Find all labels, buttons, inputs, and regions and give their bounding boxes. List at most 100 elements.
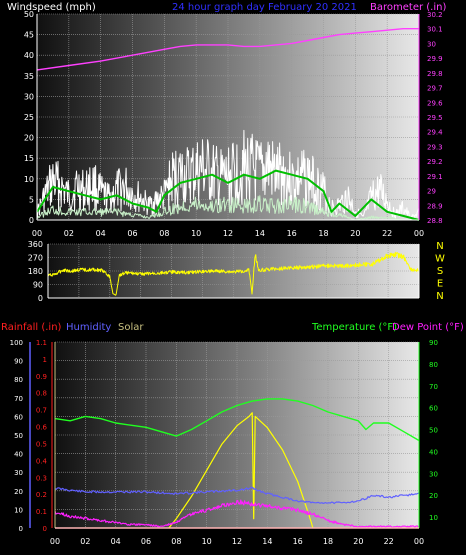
tick-labels: 0510152025303540455028.828.92929.129.229… — [10, 10, 445, 546]
solar-axis-label: Solar — [118, 322, 144, 333]
wind-x-tick-label: 14 — [255, 229, 265, 238]
barometer-y-tick-label: 30 — [427, 40, 436, 48]
wind-x-tick-label: 00 — [32, 229, 42, 238]
temp-x-tick-label: 00 — [414, 537, 424, 546]
wind-average-line — [36, 169, 420, 221]
direction-y-tick-label: 270 — [28, 254, 43, 263]
temp-x-tick-label: 06 — [141, 537, 151, 546]
wind-x-tick-label: 12 — [223, 229, 233, 238]
wind-x-tick-label: 06 — [127, 229, 137, 238]
dewpoint-line — [54, 499, 419, 528]
rain-tick-label: 0.9 — [36, 373, 47, 381]
wind-y-tick-label: 40 — [24, 51, 34, 60]
rain-tick-label: 0.8 — [36, 390, 47, 398]
wind-gust-line — [36, 129, 420, 220]
direction-y-tick-label: 0 — [38, 294, 43, 303]
temperature-tick-label: 60 — [429, 405, 438, 413]
barometer-y-tick-label: 29.1 — [427, 173, 443, 181]
temperature-tick-label: 50 — [429, 427, 438, 435]
rain-tick-label: 0.4 — [36, 457, 48, 465]
wind-y-tick-label: 20 — [24, 134, 34, 143]
dewpoint-axis-label: Dew Point (°F) — [392, 322, 464, 333]
wind-x-tick-label: 18 — [318, 229, 328, 238]
wind-x-tick-label: 10 — [191, 229, 201, 238]
temperature-tick-label: 20 — [429, 492, 438, 500]
rain-tick-label: 0.1 — [36, 508, 47, 516]
temperature-tick-label: 10 — [429, 514, 438, 522]
humidity-axis-label: Humidity — [66, 322, 111, 333]
temp-x-tick-label: 08 — [171, 537, 181, 546]
barometer-y-tick-label: 29.9 — [427, 55, 443, 63]
rain-tick-label: 0.7 — [36, 407, 47, 415]
temp-x-tick-label: 02 — [80, 537, 90, 546]
humidity-tick-label: 60 — [14, 413, 23, 421]
wind-y-tick-label: 25 — [24, 113, 34, 122]
compass-letter: E — [437, 279, 443, 290]
temp-x-tick-label: 04 — [111, 537, 121, 546]
barometer-y-tick-label: 29.2 — [427, 158, 443, 166]
barometer-y-tick-label: 28.8 — [427, 217, 443, 225]
compass-letter: W — [435, 254, 445, 265]
rainfall-axis-label: Rainfall (.in) — [1, 322, 62, 333]
barometer-y-tick-label: 30.1 — [427, 26, 443, 34]
compass-letter: N — [436, 241, 443, 252]
barometer-y-tick-label: 29.4 — [427, 129, 443, 137]
rain-tick-label: 0.5 — [36, 440, 47, 448]
wind-y-tick-label: 45 — [24, 31, 34, 40]
wind-x-tick-label: 20 — [350, 229, 360, 238]
barometer-y-tick-label: 29.5 — [427, 114, 443, 122]
barometer-y-tick-label: 29.3 — [427, 143, 443, 151]
humidity-tick-label: 0 — [19, 525, 23, 533]
compass-letter: N — [436, 291, 443, 302]
humidity-tick-label: 30 — [14, 469, 23, 477]
wind-x-tick-label: 00 — [414, 229, 424, 238]
wind-y-tick-label: 10 — [24, 175, 34, 184]
rain-tick-label: 0.3 — [36, 474, 47, 482]
rain-tick-label: 0 — [43, 525, 47, 533]
humidity-tick-label: 10 — [14, 506, 23, 514]
humidity-tick-label: 50 — [14, 432, 23, 440]
temperature-axis-label: Temperature (°F) — [311, 322, 397, 333]
barometer-line — [36, 28, 419, 71]
rain-tick-label: 0.2 — [36, 491, 47, 499]
barometer-y-tick-label: 28.9 — [427, 202, 443, 210]
humidity-line — [54, 486, 420, 505]
temperature-tick-label: 70 — [429, 383, 438, 391]
temp-x-tick-label: 22 — [384, 537, 394, 546]
wind-x-tick-label: 16 — [287, 229, 297, 238]
barometer-y-tick-label: 29 — [427, 188, 436, 196]
temp-x-tick-label: 14 — [262, 537, 272, 546]
temp-x-tick-label: 16 — [293, 537, 303, 546]
rain-tick-label: 1 — [43, 356, 47, 364]
solar-line — [168, 412, 314, 529]
humidity-tick-label: 40 — [14, 451, 23, 459]
barometer-y-tick-label: 30.2 — [427, 11, 443, 19]
wind-y-tick-label: 50 — [24, 10, 34, 19]
barometer-y-tick-label: 29.6 — [427, 99, 443, 107]
barometer-y-tick-label: 29.8 — [427, 70, 443, 78]
temp-x-tick-label: 20 — [353, 537, 363, 546]
direction-y-tick-label: 90 — [33, 281, 43, 290]
wind-y-tick-label: 0 — [29, 216, 34, 225]
chart-title: 24 hour graph day February 20 2021 — [172, 2, 357, 13]
axes — [29, 14, 420, 529]
humidity-tick-label: 70 — [14, 395, 23, 403]
compass-letter: S — [437, 266, 443, 277]
wind-x-tick-label: 02 — [64, 229, 74, 238]
temp-x-tick-label: 18 — [323, 537, 333, 546]
temp-x-tick-label: 10 — [202, 537, 212, 546]
temperature-tick-label: 80 — [429, 361, 438, 369]
wind-x-tick-label: 04 — [96, 229, 106, 238]
windspeed-axis-label: Windspeed (mph) — [7, 2, 96, 13]
wind-x-tick-label: 22 — [382, 229, 392, 238]
temp-x-tick-label: 12 — [232, 537, 242, 546]
wind-direction-line — [47, 251, 419, 296]
wind-y-tick-label: 30 — [24, 92, 34, 101]
direction-y-tick-label: 360 — [28, 240, 43, 249]
humidity-tick-label: 80 — [14, 376, 23, 384]
wind-y-tick-label: 15 — [24, 154, 34, 163]
barometer-y-tick-label: 29.7 — [427, 85, 443, 93]
barometer-axis-label: Barometer (.in) — [370, 2, 446, 13]
humidity-tick-label: 20 — [14, 488, 23, 496]
